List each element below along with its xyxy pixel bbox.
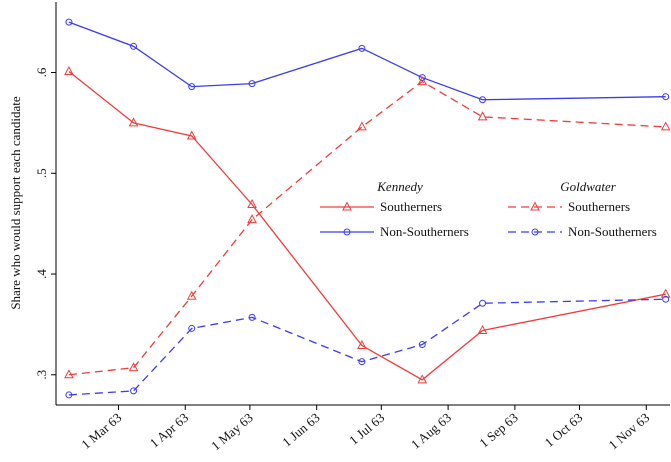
series-line	[68, 21, 666, 101]
marker	[64, 369, 74, 379]
marker	[479, 96, 487, 104]
marker	[660, 288, 671, 298]
marker	[65, 391, 73, 399]
marker	[358, 358, 366, 366]
marker	[248, 313, 256, 321]
marker	[128, 362, 139, 372]
marker	[417, 76, 428, 86]
marker	[343, 228, 351, 236]
marker	[188, 83, 196, 91]
x-tick-label: 1 May 63	[208, 410, 256, 454]
marker	[479, 299, 487, 307]
legend-label: Southerners	[568, 199, 630, 214]
marker	[531, 228, 539, 236]
x-tick-label: 1 Jun 63	[279, 410, 322, 450]
x-tick-label: 1 Nov 63	[606, 410, 653, 453]
x-tick-label: 1 Oct 63	[541, 410, 585, 450]
marker	[248, 80, 256, 88]
marker	[662, 93, 670, 101]
marker	[186, 130, 197, 140]
marker	[130, 387, 138, 395]
marker	[660, 121, 671, 131]
marker	[358, 44, 366, 52]
marker	[418, 74, 426, 82]
y-tick-label: .6	[34, 67, 49, 77]
marker	[130, 42, 138, 50]
x-tick-label: 1 Apr 63	[147, 410, 191, 451]
legend-group-title: Goldwater	[560, 179, 617, 194]
x-tick-label: 1 Mar 63	[78, 410, 124, 452]
marker	[418, 341, 426, 349]
marker	[186, 290, 197, 300]
marker	[64, 65, 74, 76]
legend-label: Non-Southerners	[568, 224, 657, 239]
marker	[357, 121, 367, 131]
series-line	[68, 80, 666, 376]
marker	[477, 111, 488, 121]
x-tick-label: 1 Jul 63	[346, 410, 387, 448]
legend-label: Southerners	[380, 199, 442, 214]
marker	[247, 214, 257, 224]
x-tick-label: 1 Sep 63	[476, 410, 520, 451]
marker	[128, 117, 139, 127]
marker	[477, 324, 488, 334]
y-tick-label: .5	[34, 168, 49, 178]
marker	[662, 295, 670, 303]
legend-label: Non-Southerners	[380, 224, 469, 239]
marker	[342, 201, 352, 211]
series-line	[68, 71, 666, 381]
marker	[188, 324, 196, 332]
x-tick-label: 1 Aug 63	[408, 410, 454, 452]
marker	[65, 18, 73, 26]
y-tick-label: .4	[34, 269, 49, 279]
series-line	[68, 298, 666, 396]
marker	[530, 201, 540, 211]
y-axis-label: Share who would support each candidate	[8, 96, 23, 310]
y-tick-label: .3	[34, 370, 49, 380]
marker	[417, 374, 428, 384]
marker	[357, 339, 367, 350]
marker	[247, 198, 257, 209]
legend-group-title: Kennedy	[376, 179, 423, 194]
